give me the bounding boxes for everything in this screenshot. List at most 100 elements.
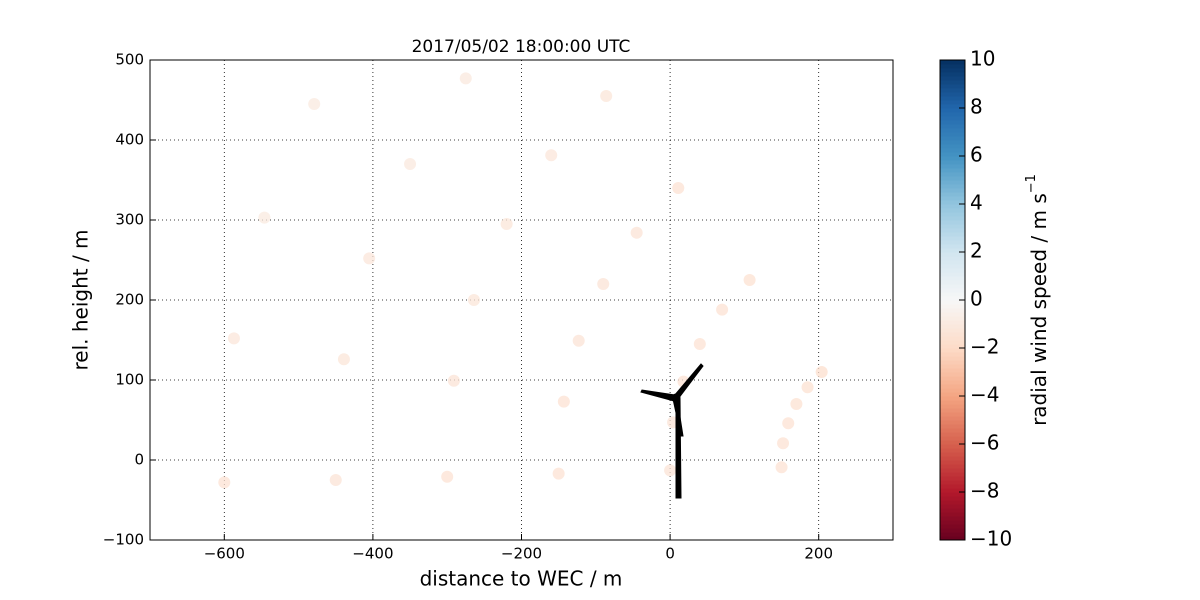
scatter-point [363, 252, 376, 265]
scatter-point [447, 374, 460, 387]
colorbar-swatch [940, 432, 965, 437]
colorbar-swatch [940, 304, 965, 309]
colorbar-swatch [940, 120, 965, 125]
colorbar-swatch [940, 420, 965, 425]
colorbar-swatch [940, 408, 965, 413]
colorbar-swatch [940, 284, 965, 289]
scatter-point [782, 417, 795, 430]
colorbar-swatch [940, 496, 965, 501]
colorbar-swatch [940, 252, 965, 257]
colorbar-swatch [940, 380, 965, 385]
scatter-point [337, 353, 350, 366]
scatter-point [743, 274, 756, 286]
colorbar-swatch [940, 232, 965, 237]
colorbar-swatch [940, 256, 965, 261]
colorbar-swatch [940, 532, 965, 537]
colorbar-swatch [940, 372, 965, 377]
colorbar-swatch [940, 96, 965, 101]
colorbar-swatch [940, 124, 965, 129]
colorbar-swatch [940, 336, 965, 341]
colorbar-swatch [940, 520, 965, 525]
colorbar-swatch [940, 80, 965, 85]
colorbar-tick-label: 0 [970, 287, 983, 311]
colorbar-swatch [940, 348, 965, 353]
scatter-point [597, 278, 610, 290]
colorbar-swatch [940, 468, 965, 473]
colorbar-swatch [940, 480, 965, 485]
colorbar-swatch [940, 268, 965, 273]
scatter-point [777, 437, 790, 450]
scatter-point [467, 294, 480, 306]
colorbar-swatch [940, 500, 965, 505]
colorbar-swatch [940, 188, 965, 193]
colorbar-swatch [940, 312, 965, 317]
colorbar-swatch [940, 416, 965, 421]
colorbar-swatch [940, 100, 965, 105]
colorbar-swatch [940, 72, 965, 77]
colorbar-swatch [940, 224, 965, 229]
colorbar-swatch [940, 324, 965, 329]
scatter-point [572, 334, 585, 347]
plot-area: −600 −400 −200 0 200 −100 0 100 200 300 400 500 [103, 51, 893, 563]
colorbar-swatch [940, 472, 965, 477]
colorbar-swatch [940, 388, 965, 393]
colorbar-swatch [940, 476, 965, 481]
colorbar-swatch [940, 316, 965, 321]
colorbar-swatch [940, 404, 965, 409]
colorbar-swatch [940, 332, 965, 337]
colorbar-tick-label: 6 [970, 143, 983, 167]
colorbar-swatch [940, 504, 965, 509]
colorbar-swatch [940, 488, 965, 493]
colorbar-swatch [940, 328, 965, 333]
plot-frame [149, 59, 894, 541]
x-tick-label: −600 [204, 545, 245, 563]
x-tick-label: −200 [501, 545, 542, 563]
colorbar-swatch [940, 340, 965, 345]
chart-title: 2017/05/02 18:00:00 UTC [412, 37, 631, 57]
scatter-point [500, 218, 513, 230]
colorbar-swatch [940, 308, 965, 313]
colorbar-swatch [940, 296, 965, 301]
colorbar-swatch [940, 368, 965, 373]
x-tick-label: 0 [665, 545, 675, 563]
scatter-point [308, 98, 321, 110]
colorbar-swatch [940, 484, 965, 489]
colorbar-swatch [940, 440, 965, 445]
colorbar-swatch [940, 184, 965, 189]
colorbar-swatch [940, 412, 965, 417]
colorbar-swatch [940, 464, 965, 469]
colorbar: −10 −8 −6 −4 −2 0 2 4 6 8 10 [940, 47, 1012, 551]
colorbar-swatch [940, 148, 965, 153]
scatter-point [815, 366, 828, 378]
colorbar-swatch [940, 384, 965, 389]
colorbar-tick-label: −4 [970, 383, 999, 407]
colorbar-swatch [940, 516, 965, 521]
colorbar-swatch [940, 204, 965, 209]
y-tick-label: 300 [115, 211, 144, 229]
colorbar-swatch [940, 448, 965, 453]
colorbar-swatch [940, 352, 965, 357]
colorbar-swatch [940, 140, 965, 145]
colorbar-swatch [940, 64, 965, 69]
colorbar-tick-label: 8 [970, 95, 983, 119]
colorbar-label-sup: −1 [1024, 174, 1039, 193]
scatter-point [459, 72, 472, 85]
colorbar-swatch [940, 116, 965, 121]
colorbar-swatch [940, 444, 965, 449]
colorbar-tick-label: −8 [970, 479, 999, 503]
scatter-point [716, 303, 729, 316]
colorbar-swatch [940, 512, 965, 517]
scatter-point [557, 395, 570, 408]
colorbar-swatch [940, 244, 965, 249]
colorbar-swatch [940, 528, 965, 533]
colorbar-swatch [940, 60, 965, 65]
colorbar-swatch [940, 152, 965, 157]
scatter-point [790, 398, 803, 410]
colorbar-swatch [940, 492, 965, 497]
colorbar-swatch [940, 292, 965, 297]
colorbar-swatch [940, 344, 965, 349]
colorbar-swatch [940, 356, 965, 361]
colorbar-swatch [940, 172, 965, 177]
scatter-point [404, 158, 417, 170]
